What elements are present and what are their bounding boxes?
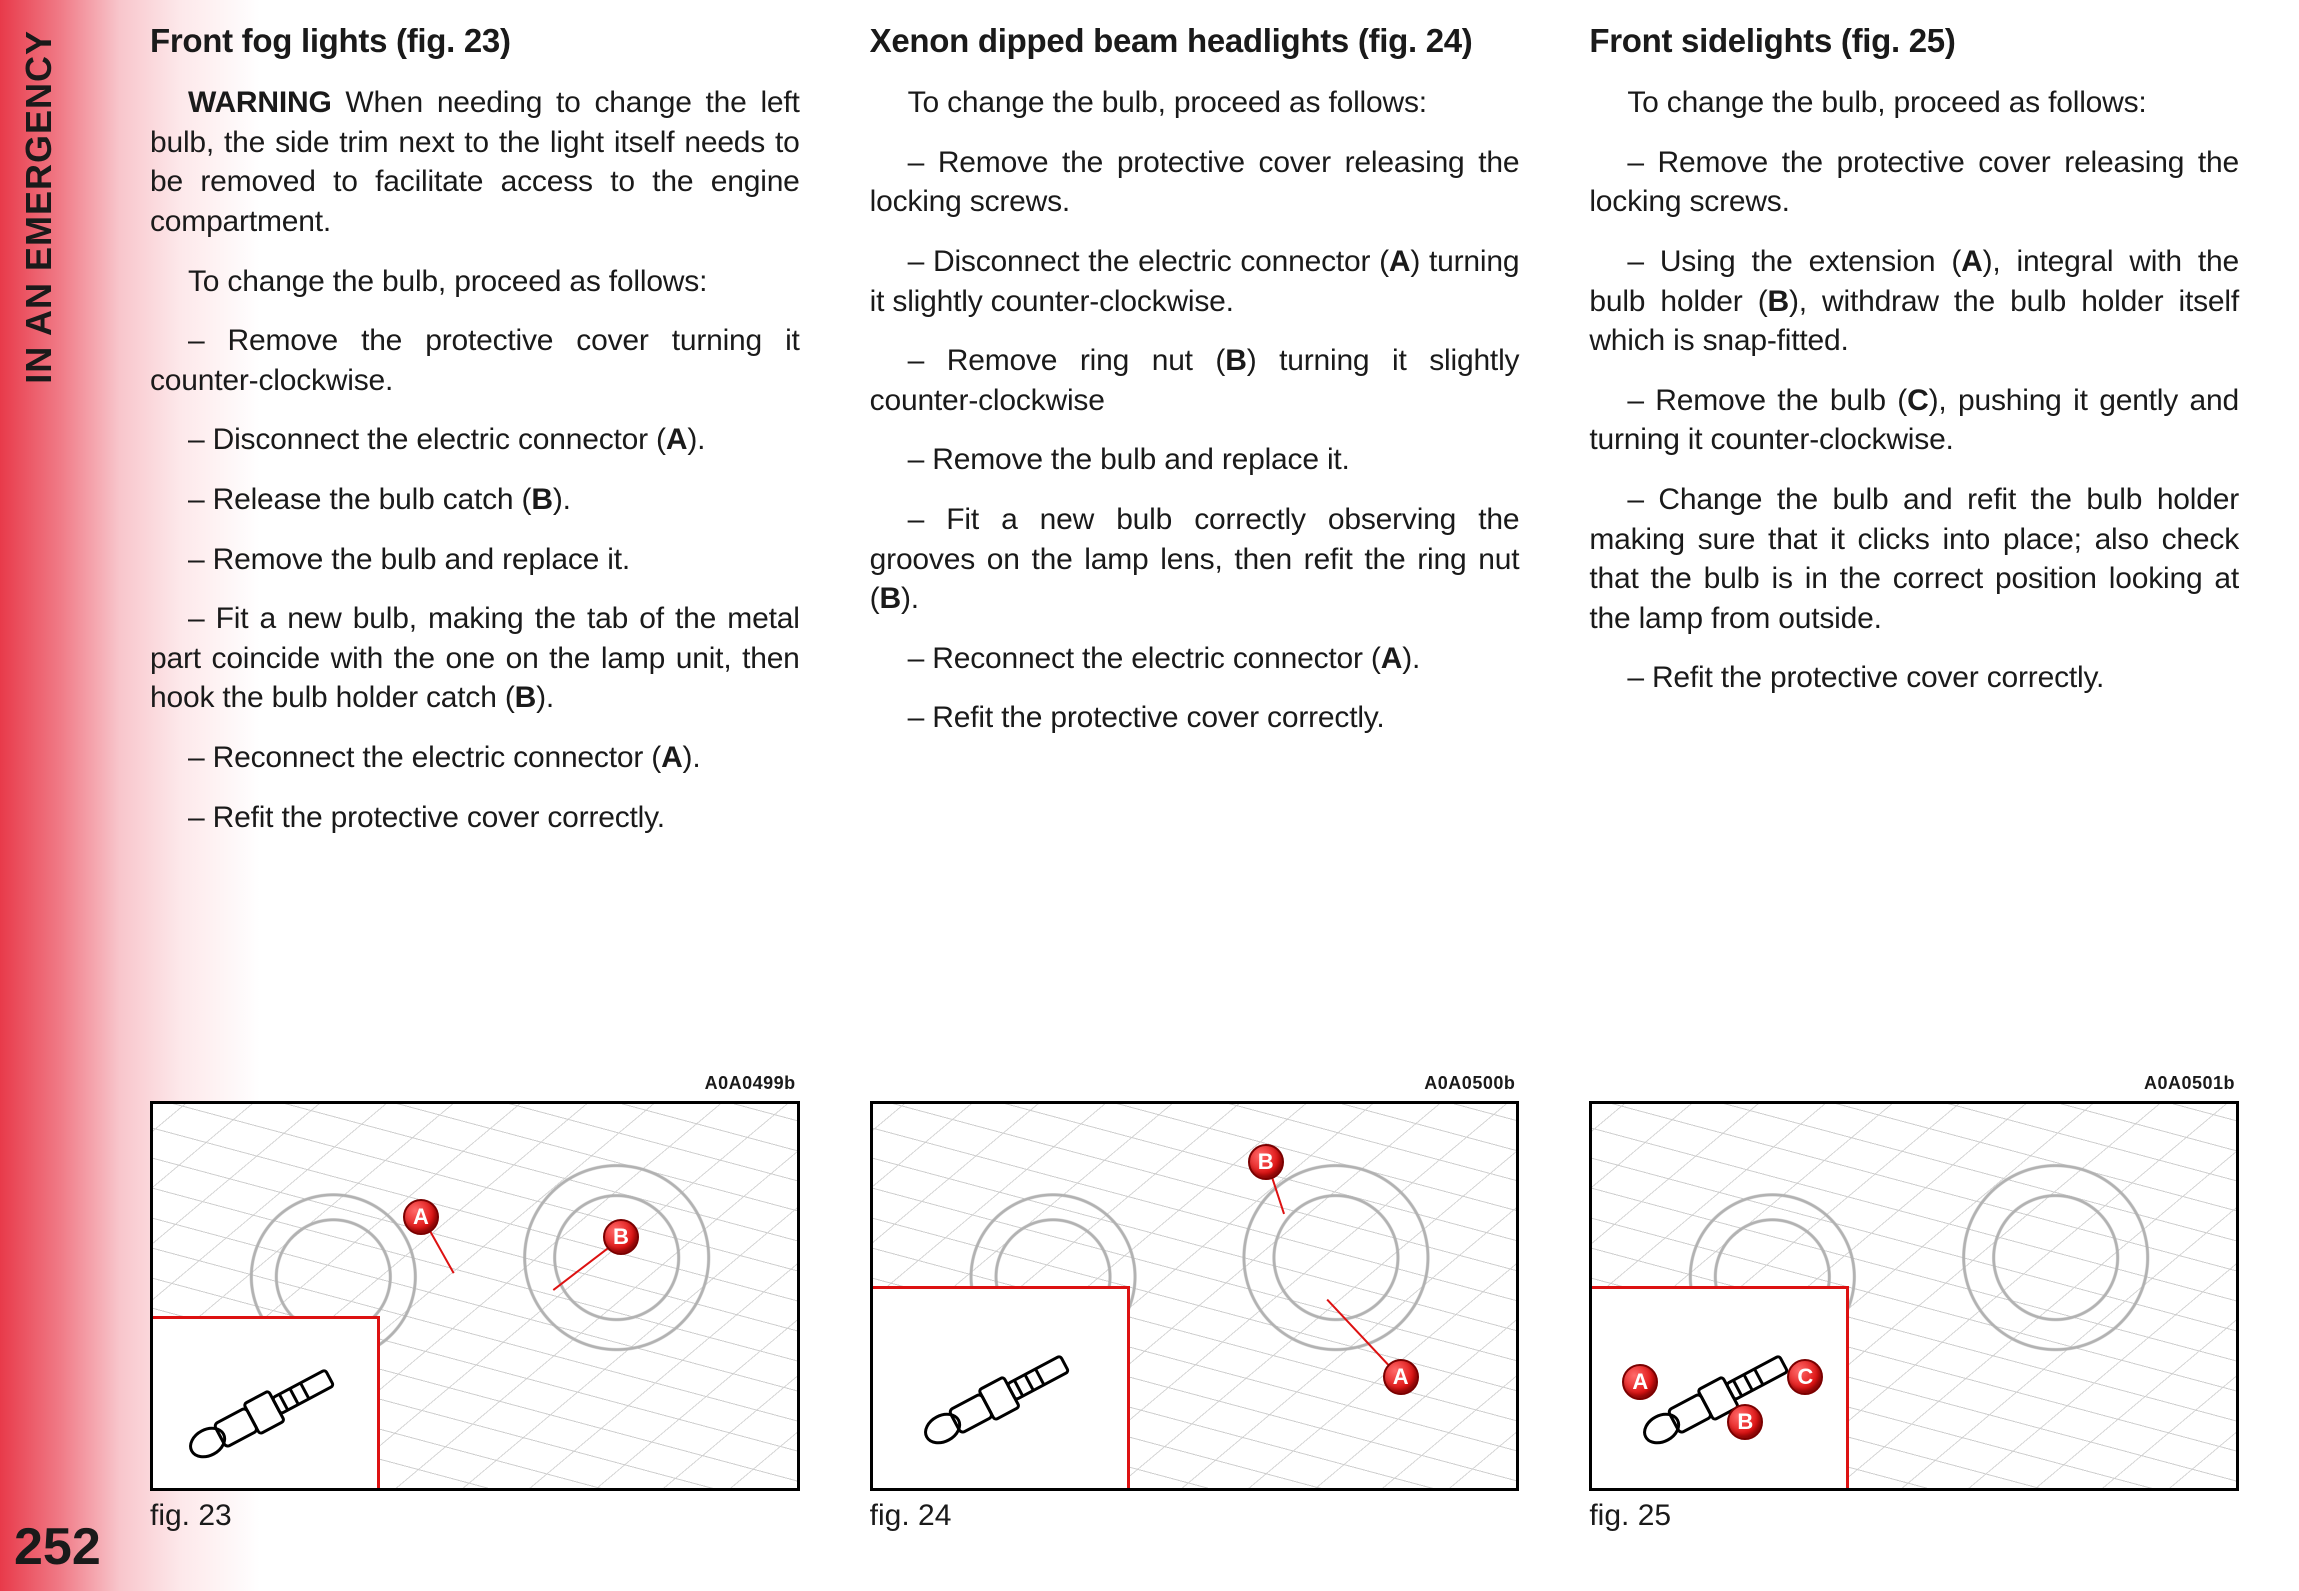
figure-row: A0A0499b AB fig. 23 A0A0500b BA fig. 24 … bbox=[150, 1101, 2239, 1533]
fig23-inset bbox=[150, 1316, 380, 1491]
fig25-caption: fig. 25 bbox=[1589, 1499, 2239, 1533]
fig24-caption: fig. 24 bbox=[870, 1499, 1520, 1533]
col2-para: – Refit the protective cover correctly. bbox=[870, 698, 1520, 738]
callout-dot: A bbox=[403, 1199, 439, 1235]
fig23-caption: fig. 23 bbox=[150, 1499, 800, 1533]
fig25-box: A BC bbox=[1589, 1101, 2239, 1491]
callout-dot: B bbox=[1248, 1144, 1284, 1180]
col2-para: – Disconnect the electric connector (A) … bbox=[870, 242, 1520, 321]
fig24-callout-a: A bbox=[1383, 1359, 1419, 1395]
fig25-callout-c: C bbox=[1787, 1359, 1823, 1395]
figure-23: A0A0499b AB fig. 23 bbox=[150, 1101, 800, 1533]
column-1: Front fog lights (fig. 23) WARNING When … bbox=[150, 20, 800, 857]
col3-para: – Change the bulb and refit the bulb hol… bbox=[1589, 480, 2239, 638]
col2-para: – Fit a new bulb correctly observing the… bbox=[870, 500, 1520, 619]
col1-para: – Remove the protective cover turning it… bbox=[150, 321, 800, 400]
fig24-callout-b: B bbox=[1248, 1144, 1284, 1180]
figure-25: A0A0501b ABC fig. 25 bbox=[1589, 1101, 2239, 1533]
col3-para: – Refit the protective cover correctly. bbox=[1589, 658, 2239, 698]
callout-dot: C bbox=[1787, 1359, 1823, 1395]
col1-para: – Fit a new bulb, making the tab of the … bbox=[150, 599, 800, 718]
callout-dot: A bbox=[1383, 1359, 1419, 1395]
col3-para: To change the bulb, proceed as follows: bbox=[1589, 83, 2239, 123]
callout-dot: A bbox=[1622, 1364, 1658, 1400]
fig25-callout-b: B bbox=[1727, 1404, 1763, 1440]
fig23-callout-b: B bbox=[603, 1219, 639, 1255]
page-number: 252 bbox=[14, 1517, 101, 1577]
fig24-inset bbox=[870, 1286, 1130, 1491]
col3-para: – Remove the bulb (C), pushing it gently… bbox=[1589, 381, 2239, 460]
fig23-box: AB bbox=[150, 1101, 800, 1491]
fig25-ref: A0A0501b bbox=[2144, 1073, 2235, 1094]
fig23-callout-a: A bbox=[403, 1199, 439, 1235]
col2-para: – Remove the bulb and replace it. bbox=[870, 440, 1520, 480]
fig24-ref: A0A0500b bbox=[1424, 1073, 1515, 1094]
col2-para: – Remove ring nut (B) turning it slightl… bbox=[870, 341, 1520, 420]
col1-para: – Release the bulb catch (B). bbox=[150, 480, 800, 520]
callout-dot: B bbox=[603, 1219, 639, 1255]
col2-heading: Xenon dipped beam headlights (fig. 24) bbox=[870, 20, 1520, 61]
column-3: Front sidelights (fig. 25) To change the… bbox=[1589, 20, 2239, 857]
col2-para: – Reconnect the electric connector (A). bbox=[870, 639, 1520, 679]
callout-dot: B bbox=[1727, 1404, 1763, 1440]
col1-para: – Remove the bulb and replace it. bbox=[150, 540, 800, 580]
col3-heading: Front sidelights (fig. 25) bbox=[1589, 20, 2239, 61]
col1-para: – Refit the protective cover correctly. bbox=[150, 798, 800, 838]
text-columns: Front fog lights (fig. 23) WARNING When … bbox=[150, 20, 2239, 857]
fig25-callout-a: A bbox=[1622, 1364, 1658, 1400]
col1-heading: Front fog lights (fig. 23) bbox=[150, 20, 800, 61]
col1-para: WARNING When needing to change the left … bbox=[150, 83, 800, 241]
col1-para: – Reconnect the electric connector (A). bbox=[150, 738, 800, 778]
column-2: Xenon dipped beam headlights (fig. 24) T… bbox=[870, 20, 1520, 857]
col2-para: – Remove the protective cover releasing … bbox=[870, 143, 1520, 222]
fig24-box: BA bbox=[870, 1101, 1520, 1491]
section-tab: IN AN EMERGENCY bbox=[18, 30, 60, 384]
col3-para: – Remove the protective cover releasing … bbox=[1589, 143, 2239, 222]
figure-24: A0A0500b BA fig. 24 bbox=[870, 1101, 1520, 1533]
col1-para: – Disconnect the electric connector (A). bbox=[150, 420, 800, 460]
col3-para: – Using the extension (A), integral with… bbox=[1589, 242, 2239, 361]
col2-para: To change the bulb, proceed as follows: bbox=[870, 83, 1520, 123]
fig23-ref: A0A0499b bbox=[705, 1073, 796, 1094]
col1-para: To change the bulb, proceed as follows: bbox=[150, 262, 800, 302]
